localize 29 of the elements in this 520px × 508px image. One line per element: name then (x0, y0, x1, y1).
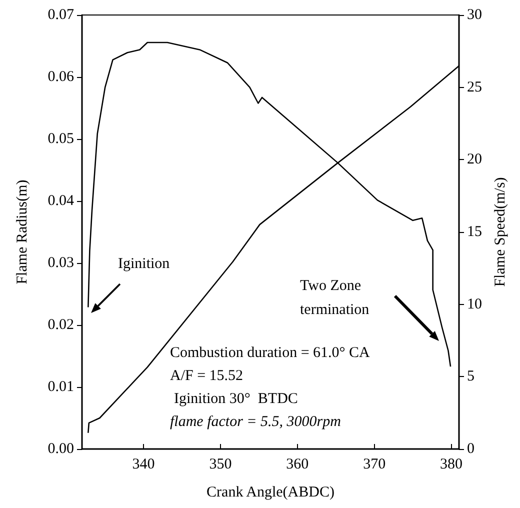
y-tick-label: 0.03 (48, 255, 74, 271)
x-tick-label: 340 (132, 456, 155, 472)
annotation: Iginition (118, 256, 170, 272)
y2-axis-title: Flame Speed(m/s) (492, 177, 508, 287)
x-tick-label: 370 (363, 456, 386, 472)
y2-tick-label: 30 (467, 7, 482, 23)
y-tick-label: 0.06 (48, 69, 74, 85)
y2-tick-label: 0 (467, 441, 474, 457)
annotation: flame factor = 5.5, 3000rpm (170, 414, 342, 430)
y2-tick-label: 15 (467, 224, 482, 240)
y-tick-label: 0.02 (48, 317, 74, 333)
annotation: Combustion duration = 61.0° CA (170, 345, 370, 361)
y-axis-title: Flame Radius(m) (14, 180, 30, 284)
y-tick-label: 0.05 (48, 131, 74, 147)
x-tick-label: 380 (440, 456, 463, 472)
x-axis-title: Crank Angle(ABDC) (206, 484, 334, 500)
y-tick-label: 0.04 (48, 193, 74, 209)
y2-tick-label: 10 (467, 296, 482, 312)
y-tick-label: 0.00 (48, 441, 74, 457)
y2-tick-label: 5 (467, 368, 474, 385)
annotation: A/F = 15.52 (170, 368, 244, 384)
y2-tick-label: 20 (467, 152, 482, 168)
annotation: Two Zone termination (300, 278, 370, 318)
y2-tick-label: 25 (467, 79, 482, 96)
y-tick-label: 0.07 (48, 7, 74, 23)
annotation: Iginition 30° BTDC (174, 391, 298, 407)
x-tick-label: 360 (286, 456, 309, 472)
x-tick-label: 350 (209, 456, 232, 472)
y-tick-label: 0.01 (48, 379, 74, 395)
